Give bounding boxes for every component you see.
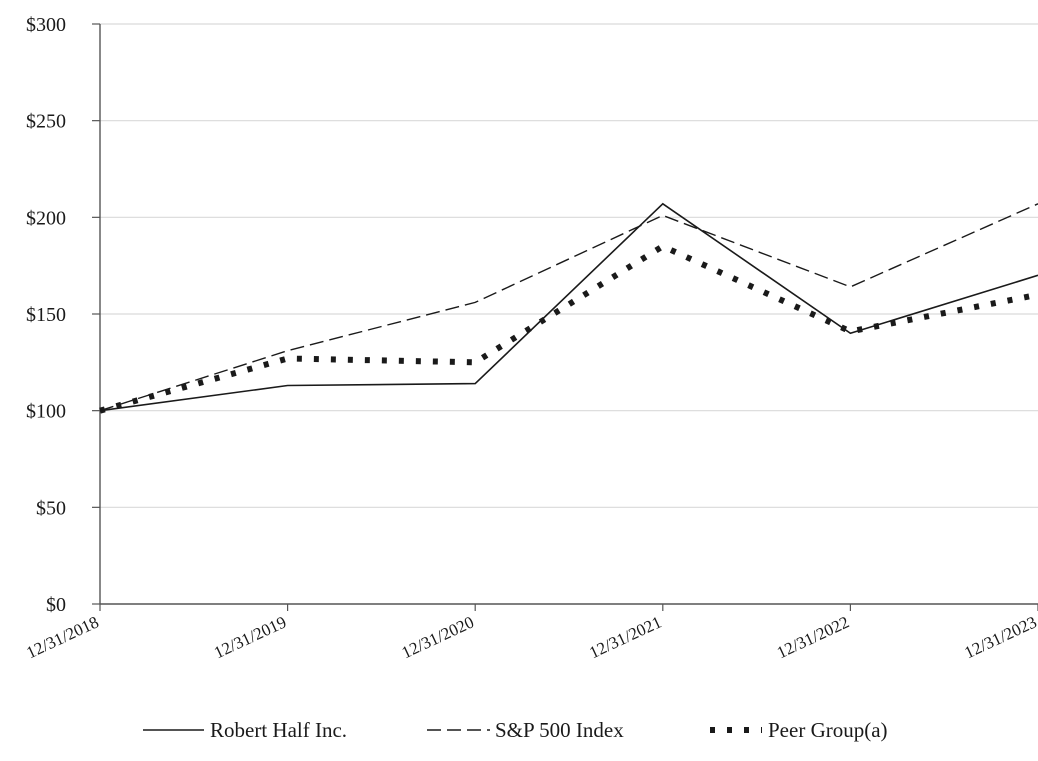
x-axis: 12/31/2018 12/31/2019 12/31/2020 12/31/2021… (23, 603, 1038, 662)
y-tick-label: $300 (26, 14, 66, 36)
x-tick-label: 12/31/2019 (211, 612, 289, 662)
y-tick-label: $50 (36, 497, 66, 519)
legend-label: Peer Group(a) (768, 718, 888, 742)
legend-item: Robert Half Inc. (143, 718, 347, 742)
y-tick-label: $250 (26, 111, 66, 133)
legend-label: S&P 500 Index (495, 718, 624, 742)
series-lines (99, 202, 1038, 414)
y-tick-label: $150 (26, 304, 66, 326)
y-tick-label: $100 (26, 401, 66, 423)
x-tick-label: 12/31/2020 (399, 612, 477, 662)
series-line-robert-half-inc (99, 202, 1038, 412)
grid-lines (100, 23, 1038, 508)
legend-item: Peer Group(a) (710, 718, 888, 742)
x-tick-label: 12/31/2021 (586, 612, 664, 662)
series-line-s-p-500-index (99, 203, 1038, 412)
y-tick-label: $200 (26, 207, 66, 229)
legend: Robert Half Inc. S&P 500 Index Peer Group(… (143, 718, 888, 742)
legend-label: Robert Half Inc. (210, 718, 347, 742)
series-line-peer-group-a (99, 242, 1038, 414)
x-tick-label: 12/31/2022 (774, 612, 852, 662)
x-tick-label: 12/31/2023 (961, 612, 1038, 662)
x-tick-label: 12/31/2018 (23, 612, 101, 662)
legend-item: S&P 500 Index (427, 718, 624, 742)
y-axis: $0 $50 $100 $150 $200 $250 $300 (26, 14, 101, 616)
y-tick-label: $0 (46, 594, 66, 616)
